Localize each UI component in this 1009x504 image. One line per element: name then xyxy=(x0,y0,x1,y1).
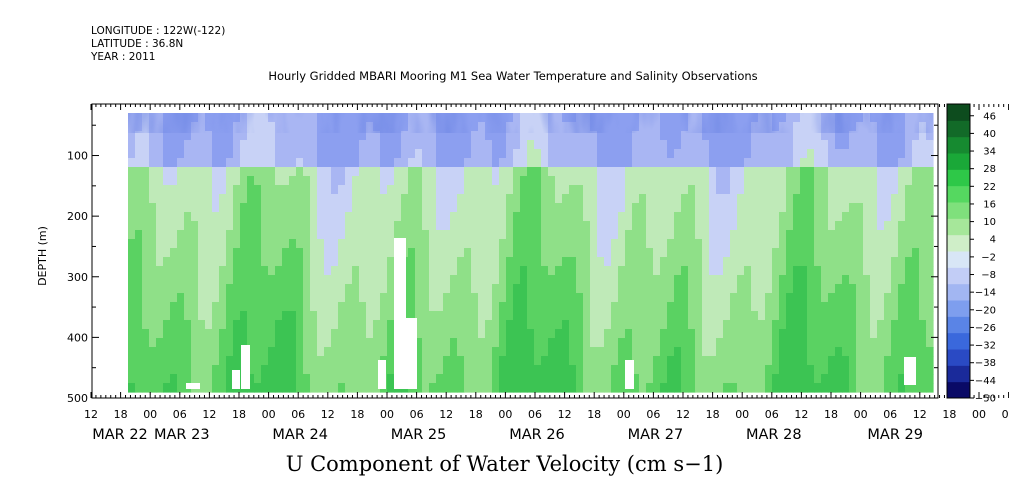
colorbar-swatch xyxy=(947,169,970,187)
x-hour-label: 18 xyxy=(706,408,720,421)
x-hour-label: 06 xyxy=(173,408,187,421)
x-hour-label: 00 xyxy=(735,408,749,421)
x-hour-label: 12 xyxy=(321,408,335,421)
colorbar-swatch xyxy=(947,300,970,317)
x-hour-label: 00 xyxy=(498,408,512,421)
colorbar-swatch xyxy=(947,185,970,203)
colorbar-label: −38 xyxy=(975,358,996,369)
heatmap-field xyxy=(128,113,934,393)
colorbar-label: −50 xyxy=(975,394,996,405)
colorbar-label: 16 xyxy=(983,199,996,210)
x-hour-label: 12 xyxy=(794,408,808,421)
header-latitude: LATITUDE : 36.8N xyxy=(91,38,184,50)
colorbar-label: 28 xyxy=(983,164,996,175)
colorbar-swatch xyxy=(947,349,970,366)
x-date-label: MAR 26 xyxy=(509,427,565,443)
x-hour-label: 12 xyxy=(439,408,453,421)
x-hour-label: 12 xyxy=(913,408,927,421)
colorbar-label: −32 xyxy=(975,341,996,352)
colorbar-label: 22 xyxy=(983,182,996,193)
x-hour-label: 12 xyxy=(676,408,690,421)
x-hour-label: 18 xyxy=(350,408,364,421)
colorbar-label: 46 xyxy=(983,111,996,122)
colorbar-label: 40 xyxy=(983,129,996,140)
x-date-label: MAR 23 xyxy=(154,427,210,443)
header-year: YEAR : 2011 xyxy=(91,51,156,63)
x-hour-label: 18 xyxy=(587,408,601,421)
colorbar-label: −20 xyxy=(975,305,996,316)
colorbar-label: 34 xyxy=(983,147,996,158)
x-hour-label: 06 xyxy=(883,408,897,421)
colorbar-swatch xyxy=(947,153,970,170)
x-hour-label: 00 xyxy=(617,408,631,421)
x-hour-label: 06 xyxy=(1002,408,1009,421)
y-tick-label: 400 xyxy=(67,331,88,344)
x-hour-label: 18 xyxy=(469,408,483,421)
x-date-label: MAR 27 xyxy=(628,427,684,443)
x-date-label: MAR 29 xyxy=(867,427,923,443)
x-hour-label: 06 xyxy=(646,408,660,421)
x-hour-label: 00 xyxy=(262,408,276,421)
colorbar-swatch xyxy=(947,251,970,268)
colorbar-label: −8 xyxy=(981,270,996,281)
x-hour-label: 18 xyxy=(824,408,838,421)
chart-title: Hourly Gridded MBARI Mooring M1 Sea Wate… xyxy=(268,69,758,83)
x-hour-label: 00 xyxy=(854,408,868,421)
colorbar-swatch xyxy=(947,267,970,285)
colorbar-swatch xyxy=(947,218,970,236)
y-tick-label: 100 xyxy=(67,150,88,163)
colorbar-label: −2 xyxy=(981,252,996,263)
x-date-label: MAR 22 xyxy=(92,427,148,443)
x-hour-label: 18 xyxy=(942,408,956,421)
x-hour-label: 06 xyxy=(765,408,779,421)
variable-title: U Component of Water Velocity (cm s−1) xyxy=(285,452,724,476)
colorbar-swatch xyxy=(947,365,970,383)
x-hour-label: 00 xyxy=(380,408,394,421)
colorbar-swatch xyxy=(947,332,970,350)
colorbar-label: −44 xyxy=(975,376,996,387)
y-axis-label: DEPTH (m) xyxy=(36,226,49,286)
y-tick-label: 200 xyxy=(67,210,88,223)
colorbar-swatch xyxy=(947,136,970,154)
x-hour-label: 12 xyxy=(202,408,216,421)
x-hour-label: 12 xyxy=(84,408,98,421)
header-longitude: LONGITUDE : 122W(-122) xyxy=(91,25,226,37)
colorbar-swatch xyxy=(947,381,970,399)
x-hour-label: 06 xyxy=(291,408,305,421)
colorbar-frame xyxy=(946,103,971,399)
x-hour-label: 06 xyxy=(528,408,542,421)
x-date-label: MAR 25 xyxy=(391,427,447,443)
x-hour-label: 00 xyxy=(143,408,157,421)
colorbar-swatch xyxy=(947,120,970,138)
colorbar-swatch xyxy=(947,283,970,301)
x-hour-label: 06 xyxy=(410,408,424,421)
x-hour-label: 18 xyxy=(232,408,246,421)
colorbar-label: 4 xyxy=(990,235,996,246)
x-date-label: MAR 28 xyxy=(746,427,802,443)
y-tick-label: 300 xyxy=(67,271,88,284)
y-tick-label: 500 xyxy=(67,392,88,405)
colorbar-swatch xyxy=(947,316,970,334)
colorbar-label: −14 xyxy=(975,288,996,299)
colorbar-label: 10 xyxy=(983,217,996,228)
x-hour-label: 18 xyxy=(114,408,128,421)
colorbar-swatch xyxy=(947,234,970,252)
x-hour-label: 12 xyxy=(558,408,572,421)
colorbar-label: −26 xyxy=(975,323,996,334)
colorbar: 46 40 34 28 22 16 10 4 −2 −8 −14 −20 −26 −32 −38 −44 −50 xyxy=(946,103,996,405)
colorbar-swatch xyxy=(947,202,970,219)
x-date-label: MAR 24 xyxy=(272,427,328,443)
colorbar-swatch xyxy=(947,104,970,121)
x-hour-label: 00 xyxy=(972,408,986,421)
